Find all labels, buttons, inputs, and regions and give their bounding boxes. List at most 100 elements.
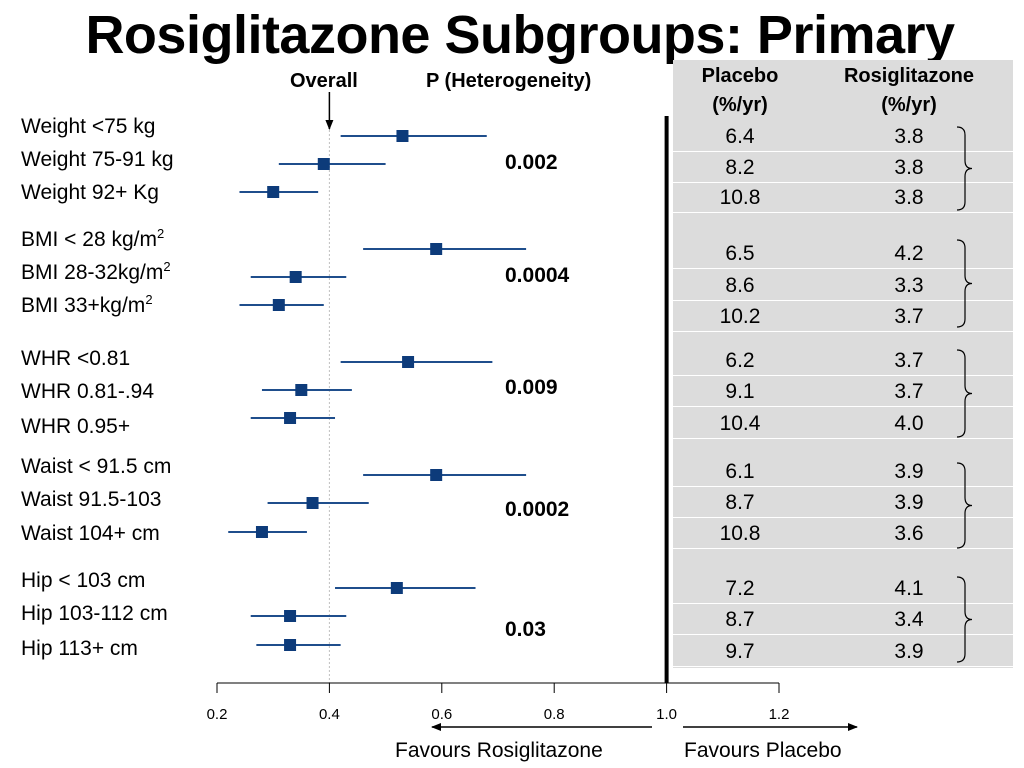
- subgroup-label-text: BMI 28-32kg/m: [21, 261, 164, 284]
- subgroup-label-text: WHR <0.81: [21, 347, 131, 370]
- group-brace: [956, 239, 973, 328]
- subgroup-label: BMI 33+kg/m2: [21, 292, 153, 318]
- rosiglitazone-rate: 3.7: [894, 349, 924, 372]
- rosiglitazone-rate: 3.6: [894, 522, 924, 545]
- subgroup-label: BMI 28-32kg/m2: [21, 259, 171, 285]
- rosiglitazone-rate: 3.7: [894, 305, 924, 328]
- placebo-rate: 8.7: [725, 491, 755, 514]
- subgroup-label-text: Waist 91.5-103: [21, 488, 162, 511]
- subgroup-label-text: WHR 0.81-.94: [21, 380, 155, 403]
- placebo-header-line1: Placebo: [701, 65, 779, 87]
- placebo-rate: 10.8: [719, 522, 761, 545]
- placebo-rate: 10.8: [719, 186, 761, 209]
- rosiglitazone-rate: 4.2: [894, 242, 924, 265]
- subgroup-label: WHR 0.95+: [21, 415, 130, 439]
- rosiglitazone-rate: 4.1: [894, 577, 924, 600]
- point-estimate: [430, 469, 443, 481]
- group-brace: [956, 349, 973, 438]
- favours-placebo-label: Favours Placebo: [684, 739, 842, 762]
- point-estimate: [390, 582, 403, 594]
- p-heterogeneity-value: 0.03: [505, 618, 546, 641]
- subgroup-label-text: Weight <75 kg: [21, 115, 156, 138]
- placebo-rate: 10.4: [719, 412, 761, 435]
- x-tick-label: 1.2: [768, 706, 790, 723]
- rosiglitazone-rate: 3.8: [894, 125, 924, 148]
- unit-superscript: 2: [163, 259, 171, 274]
- point-estimate: [430, 243, 443, 255]
- placebo-rate: 9.7: [725, 640, 755, 663]
- unit-superscript: 2: [145, 292, 153, 307]
- subgroup-label: Weight <75 kg: [21, 115, 155, 139]
- point-estimate: [306, 497, 319, 509]
- subgroup-label-text: Waist < 91.5 cm: [21, 455, 172, 478]
- x-tick-label: 0.4: [318, 706, 340, 723]
- rosiglitazone-rate: 4.0: [894, 412, 924, 435]
- rate-row-divider: [673, 268, 1013, 269]
- rate-row-divider: [673, 666, 1013, 667]
- subgroup-label: WHR 0.81-.94: [21, 380, 154, 404]
- rosiglitazone-rate: 3.3: [894, 274, 924, 297]
- rosiglitazone-rate: 3.9: [894, 640, 924, 663]
- rate-row-divider: [673, 300, 1013, 301]
- point-estimate: [272, 299, 285, 311]
- subgroup-label: Waist 104+ cm: [21, 522, 160, 546]
- rosiglitazone-header-line1: Rosiglitazone: [843, 65, 974, 87]
- group-brace: [956, 576, 973, 663]
- rate-row-divider: [673, 548, 1013, 549]
- subgroup-label: Weight 92+ Kg: [21, 181, 159, 205]
- rate-row-divider: [673, 182, 1013, 183]
- rosiglitazone-rate: 3.4: [894, 608, 924, 631]
- subgroup-label: WHR <0.81: [21, 347, 130, 371]
- subgroup-label: Hip 103-112 cm: [21, 602, 168, 626]
- subgroup-label: Waist < 91.5 cm: [21, 455, 171, 479]
- p-heterogeneity-value: 0.002: [505, 151, 558, 174]
- subgroup-label-text: BMI < 28 kg/m: [21, 228, 157, 251]
- subgroup-label: Hip 113+ cm: [21, 637, 138, 661]
- subgroup-label-text: WHR 0.95+: [21, 415, 131, 438]
- point-estimate: [255, 526, 268, 538]
- rate-row-divider: [673, 517, 1013, 518]
- point-estimate: [402, 356, 415, 368]
- placebo-rate: 8.7: [725, 608, 755, 631]
- subgroup-label-text: BMI 33+kg/m: [21, 294, 146, 317]
- group-brace: [956, 462, 973, 549]
- subgroup-label: Weight 75-91 kg: [21, 148, 174, 172]
- placebo-column-header: Placebo (%/yr): [665, 62, 815, 120]
- rosiglitazone-rate: 3.8: [894, 156, 924, 179]
- subgroup-label: Hip < 103 cm: [21, 569, 145, 593]
- subgroup-label-text: Hip < 103 cm: [21, 569, 146, 592]
- point-estimate: [396, 130, 409, 142]
- page-title: Rosiglitazone Subgroups: Primary: [85, 5, 955, 65]
- subgroup-label-text: Waist 104+ cm: [21, 522, 160, 545]
- placebo-rate: 9.1: [725, 380, 755, 403]
- point-estimate: [284, 639, 297, 651]
- subgroup-label-text: Weight 92+ Kg: [21, 181, 159, 204]
- placebo-rate: 6.2: [725, 349, 755, 372]
- x-tick-label: 0.6: [431, 706, 453, 723]
- p-heterogeneity-value: 0.0002: [505, 498, 570, 521]
- point-estimate: [289, 271, 302, 283]
- rosiglitazone-rate: 3.8: [894, 186, 924, 209]
- x-tick-label: 1.0: [656, 706, 678, 723]
- rate-row-divider: [673, 406, 1013, 407]
- point-estimate: [284, 610, 297, 622]
- rate-row-divider: [673, 375, 1013, 376]
- favours-rosiglitazone-label: Favours Rosiglitazone: [395, 739, 603, 762]
- point-estimate: [267, 186, 280, 198]
- p-heterogeneity-label: P (Heterogeneity): [426, 70, 592, 92]
- group-brace: [956, 126, 973, 211]
- rosiglitazone-rate: 3.9: [894, 491, 924, 514]
- overall-label: Overall: [290, 70, 358, 92]
- subgroup-label-text: Weight 75-91 kg: [21, 148, 174, 171]
- x-tick-label: 0.2: [206, 706, 228, 723]
- subgroup-label: Waist 91.5-103: [21, 488, 161, 512]
- rate-row-divider: [673, 212, 1013, 213]
- rosiglitazone-header-line2: (%/yr): [881, 94, 937, 116]
- placebo-rate: 10.2: [719, 305, 761, 328]
- rosiglitazone-rate: 3.7: [894, 380, 924, 403]
- rate-row-divider: [673, 438, 1013, 439]
- placebo-rate: 7.2: [725, 577, 755, 600]
- rate-row-divider: [673, 603, 1013, 604]
- rate-row-divider: [673, 331, 1013, 332]
